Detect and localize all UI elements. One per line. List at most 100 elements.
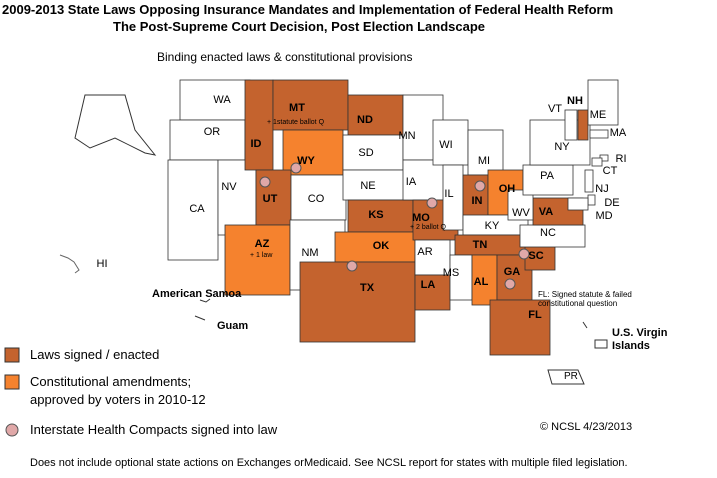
state-label: MS <box>443 267 460 279</box>
state <box>489 299 551 356</box>
state-label: CO <box>308 193 325 205</box>
state-label: MI <box>478 155 490 167</box>
state <box>584 169 594 193</box>
state-label: NM <box>301 247 318 259</box>
state-label: CA <box>189 203 205 215</box>
hawaii-shape <box>59 254 80 274</box>
state-label: PA <box>540 170 555 182</box>
legend-swatch <box>4 347 20 363</box>
state-label: AL <box>474 276 489 288</box>
state-label: WI <box>439 139 452 151</box>
state-label: NY <box>554 141 570 153</box>
annotation: + 2 ballot Q <box>410 224 447 231</box>
state <box>414 239 451 276</box>
state <box>471 254 498 306</box>
state-label: SD <box>358 147 373 159</box>
state-label: VA <box>539 206 554 218</box>
state-label: NC <box>540 227 556 239</box>
state <box>564 109 578 141</box>
state-label: WA <box>213 94 231 106</box>
state-label: TX <box>360 282 375 294</box>
compact-marker <box>346 260 358 272</box>
state <box>587 194 596 206</box>
state-label: ME <box>590 109 607 121</box>
state-label: OR <box>204 126 221 138</box>
compact-marker <box>504 278 516 290</box>
state-label: UT <box>263 193 278 205</box>
usvi: U.S. Virgin Islands <box>612 327 668 352</box>
legend-item: Interstate Health Compacts signed into l… <box>30 422 278 437</box>
legend-swatch <box>4 374 20 390</box>
state-label: CT <box>603 165 618 177</box>
state-label: MA <box>610 127 627 139</box>
annotation: FL: Signed statute & failed constitution… <box>538 290 632 308</box>
state <box>342 169 414 201</box>
state-label: NH <box>567 95 583 107</box>
state-label: AR <box>417 246 432 258</box>
state <box>179 79 251 121</box>
state-label: KS <box>368 209 383 221</box>
fl-note: FL: Signed statute & failed constitution… <box>538 290 632 308</box>
legend-label: Constitutional amendments; approved by v… <box>30 374 206 407</box>
copyright: © NCSL 4/23/2013 <box>540 421 632 433</box>
territory-label: PR <box>564 371 578 382</box>
state <box>299 261 416 343</box>
state-label: ID <box>251 138 262 150</box>
legend: Laws signed / enacted Constitutional amen… <box>4 347 278 437</box>
state <box>467 129 504 176</box>
legend-label: Interstate Health Compacts signed into l… <box>30 422 278 437</box>
state-label: GA <box>504 266 521 278</box>
state <box>454 234 531 256</box>
state-label: KY <box>485 220 500 232</box>
state-label: IL <box>444 188 453 200</box>
state <box>217 159 257 236</box>
state-label: RI <box>616 153 627 165</box>
state <box>577 109 589 141</box>
state-label: WV <box>512 207 530 219</box>
territory-label: U.S. Virgin Islands <box>612 327 668 352</box>
state-label: MO <box>412 212 430 224</box>
state <box>432 119 469 166</box>
caption: Binding enacted laws & constitutional pr… <box>157 50 412 64</box>
state <box>224 224 291 296</box>
state-label: FL <box>528 309 542 321</box>
legend-swatch <box>5 423 19 437</box>
state <box>169 119 246 161</box>
state-label: LA <box>421 279 436 291</box>
territory-label: Guam <box>217 320 248 332</box>
state <box>496 254 533 301</box>
territory-label: American Samoa <box>152 288 242 300</box>
territory: American Samoa <box>152 288 242 300</box>
state <box>334 231 416 263</box>
state-label: IA <box>406 176 417 188</box>
state-label: MD <box>595 210 612 222</box>
compact-marker <box>290 162 302 174</box>
state <box>167 159 219 261</box>
compact-marker <box>474 180 486 192</box>
state <box>414 274 451 311</box>
state <box>347 94 404 136</box>
footnote: Does not include optional state actions … <box>30 457 628 469</box>
states: WA OR CA NV ID MT WY UT CO AZ NM ND SD NE KS OK TX MN IA MO… <box>97 79 627 356</box>
annotation: + 1statute ballot Q <box>267 119 325 126</box>
state-label: ND <box>357 114 373 126</box>
compact-marker <box>426 197 438 209</box>
legend-item: Laws signed / enacted <box>30 347 159 362</box>
compact-marker <box>518 248 530 260</box>
state-label: SC <box>528 250 543 262</box>
state-label: NE <box>360 180 375 192</box>
state-label: AZ <box>255 238 270 250</box>
state <box>272 79 349 131</box>
subtitle: The Post-Supreme Court Decision, Post El… <box>113 19 485 34</box>
territory-shape <box>194 298 608 385</box>
state <box>402 159 449 201</box>
state-label: OH <box>499 183 516 195</box>
state-label: HI <box>97 258 108 270</box>
state-label: OK <box>373 240 390 252</box>
state-label: NJ <box>595 183 608 195</box>
annotation: + 1 law <box>250 252 273 259</box>
state <box>589 129 609 139</box>
state-label: MT <box>289 102 305 114</box>
state-label: DE <box>604 197 619 209</box>
